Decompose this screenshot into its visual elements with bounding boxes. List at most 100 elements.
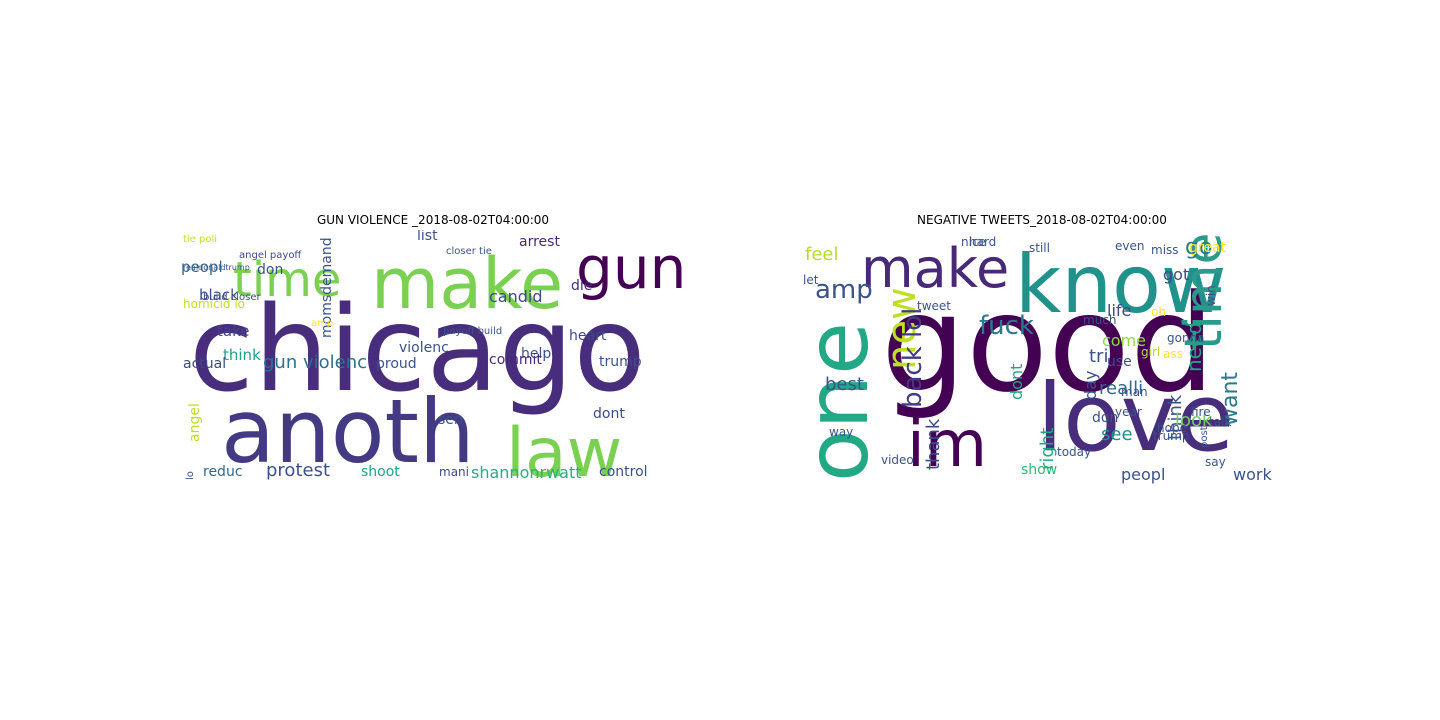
word: angel payoff bbox=[239, 250, 302, 261]
word: talk bbox=[1209, 415, 1231, 429]
word: thank bbox=[923, 418, 944, 470]
left-wordcloud: chicago anoth make law gun time gun violenc pro… bbox=[181, 230, 685, 484]
left-wordcloud-title: GUN VIOLENCE _2018-08-02T04:00:00 bbox=[316, 213, 550, 227]
word: good bbox=[881, 266, 1215, 422]
word: day bbox=[1081, 371, 1100, 400]
word: fuck bbox=[979, 311, 1034, 341]
word: die bbox=[571, 278, 592, 294]
word: peopl bbox=[1121, 465, 1165, 484]
right-wordcloud-title: NEGATIVE TWEETS_2018-08-02T04:00:00 bbox=[917, 213, 1167, 227]
word: shannonrwatt bbox=[471, 463, 582, 482]
word: tie poli bbox=[183, 234, 217, 245]
word: payoff build bbox=[443, 326, 502, 337]
word: don bbox=[1092, 410, 1118, 426]
word: angel bbox=[187, 403, 203, 442]
word: violenc bbox=[399, 340, 449, 356]
word: say bbox=[1205, 455, 1226, 469]
word: feel bbox=[805, 244, 839, 265]
word: want bbox=[1218, 372, 1243, 426]
word: im bbox=[907, 408, 987, 482]
word: control bbox=[599, 464, 648, 480]
word: realdonaldtrump bbox=[183, 263, 250, 272]
word: even bbox=[1115, 239, 1144, 253]
word: trump bbox=[599, 354, 642, 370]
word: actual bbox=[183, 356, 226, 372]
word: gun violenc bbox=[263, 352, 367, 373]
word: much bbox=[1083, 313, 1117, 327]
word: take bbox=[217, 322, 249, 340]
word: gonna bbox=[1167, 331, 1205, 345]
word: think bbox=[223, 346, 261, 364]
word: momsdemand bbox=[319, 237, 335, 338]
word: show bbox=[1021, 462, 1057, 478]
word: amp bbox=[311, 318, 333, 329]
word: think bbox=[1165, 394, 1186, 440]
word: dont bbox=[1007, 364, 1026, 400]
word: ass bbox=[1163, 347, 1183, 361]
word: commit bbox=[489, 352, 542, 368]
word: love bbox=[1037, 364, 1234, 473]
word: help bbox=[521, 346, 551, 362]
word: make bbox=[371, 243, 563, 325]
word: know bbox=[1015, 238, 1226, 331]
word: homicid lo bbox=[183, 297, 245, 311]
word: proud bbox=[376, 356, 417, 372]
word: time bbox=[1174, 233, 1234, 350]
word: let bbox=[803, 273, 819, 287]
word: arrest bbox=[519, 234, 560, 250]
word: anoth bbox=[221, 380, 475, 483]
word: got bbox=[1163, 265, 1189, 284]
word: way bbox=[829, 425, 853, 439]
word: lo bbox=[185, 471, 196, 480]
word: best bbox=[825, 374, 864, 395]
word: life bbox=[1107, 301, 1131, 320]
word: today bbox=[1057, 445, 1091, 459]
word: build closer bbox=[203, 292, 262, 303]
word: black bbox=[199, 286, 239, 304]
word: shoot bbox=[361, 464, 400, 480]
word: dont bbox=[593, 406, 625, 422]
word: still bbox=[1029, 241, 1050, 255]
word: realli bbox=[1099, 378, 1143, 399]
word: time bbox=[233, 252, 341, 308]
word: man bbox=[1121, 385, 1148, 399]
word: law bbox=[506, 414, 622, 484]
word: back lol bbox=[898, 308, 928, 408]
word: sen bbox=[438, 412, 463, 428]
word: video bbox=[881, 453, 914, 467]
word: mani bbox=[439, 465, 469, 479]
word: post bbox=[1199, 426, 1210, 448]
word: nice bbox=[961, 235, 986, 249]
word: hope bbox=[1157, 421, 1187, 435]
word: list bbox=[417, 230, 438, 244]
word: miss bbox=[1151, 243, 1179, 257]
word: don bbox=[257, 262, 283, 278]
word: fire bbox=[1191, 405, 1211, 419]
word: gun bbox=[576, 234, 685, 302]
word: new bbox=[879, 287, 925, 370]
word: make bbox=[861, 237, 1009, 300]
word: protest bbox=[266, 460, 330, 481]
right-wordcloud: good love one know make time im new back lol fuck… bbox=[789, 230, 1294, 484]
word: peopl bbox=[181, 258, 223, 276]
word: win bbox=[1204, 285, 1218, 306]
word: hard bbox=[969, 235, 996, 249]
word: see bbox=[1101, 424, 1133, 445]
word: tri bbox=[1089, 346, 1108, 367]
word: heart bbox=[569, 328, 607, 344]
word: trump bbox=[1153, 429, 1190, 443]
word: year bbox=[1115, 405, 1142, 419]
word: closer tie bbox=[446, 246, 492, 257]
word: look bbox=[1175, 410, 1213, 431]
word: great bbox=[1189, 240, 1227, 256]
word: chicago bbox=[189, 280, 646, 418]
word: candid bbox=[489, 287, 543, 306]
word: use bbox=[1107, 354, 1132, 370]
word: reduc bbox=[203, 464, 243, 480]
word: amp bbox=[815, 275, 873, 305]
word: girl bbox=[1141, 345, 1160, 359]
word: oh bbox=[1151, 305, 1166, 319]
word: tweet bbox=[917, 299, 951, 313]
